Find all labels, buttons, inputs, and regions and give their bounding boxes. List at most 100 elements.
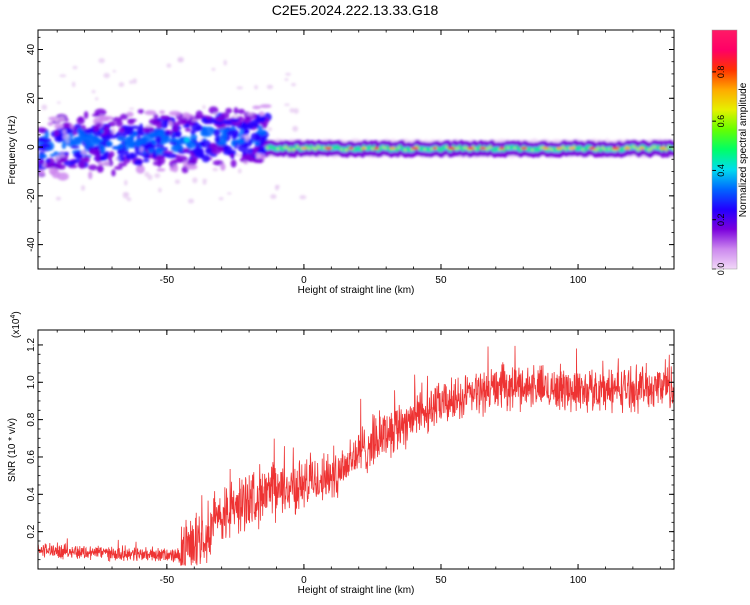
heatmap-cell — [117, 143, 124, 150]
heatmap-outlier — [202, 181, 207, 185]
heatmap-cell — [144, 110, 157, 116]
heatmap-cell — [165, 153, 177, 159]
heatmap-cell — [199, 139, 211, 148]
heatmap-cell — [61, 141, 67, 150]
heatmap-outlier — [223, 59, 227, 66]
heatmap-core — [479, 146, 486, 150]
heatmap-cell — [99, 145, 106, 154]
heatmap-core — [611, 146, 620, 150]
heatmap-outlier — [41, 104, 48, 110]
x-tick-label: 50 — [435, 275, 447, 286]
heatmap-cell — [246, 155, 255, 163]
heatmap-outlier — [158, 187, 162, 193]
heatmap-core — [556, 146, 563, 150]
heatmap-outlier — [241, 135, 249, 138]
heatmap-cell — [223, 119, 234, 125]
heatmap-cell — [671, 141, 674, 147]
colorbar-tick-label: 0.4 — [716, 164, 726, 177]
heatmap-cell — [164, 118, 169, 128]
snr-ticks: -50 0 50 100 0.2 0.4 0.6 0.8 1.0 1.2 — [26, 330, 674, 586]
snr-y-multiplier-base: (x10 — [11, 318, 22, 338]
heatmap-cell — [230, 118, 240, 123]
heatmap-cell — [124, 126, 134, 136]
heatmap-outlier — [72, 65, 78, 70]
heatmap-cell — [111, 169, 116, 177]
heatmap-cell — [201, 154, 210, 163]
heatmap-cell — [173, 145, 185, 151]
heatmap-cell — [237, 143, 249, 153]
heatmap-outlier — [154, 173, 161, 179]
heatmap-cell — [96, 122, 102, 127]
heatmap-cell — [235, 138, 247, 144]
heatmap-outlier — [274, 185, 279, 191]
heatmap-core — [499, 146, 505, 150]
heatmap-cell — [220, 162, 226, 171]
heatmap-cell — [159, 110, 166, 114]
heatmap-cell — [261, 122, 268, 129]
heatmap-cell — [241, 117, 253, 123]
x-tick-label: 100 — [570, 275, 587, 286]
heatmap-cell — [130, 125, 140, 130]
heatmap-cell — [671, 151, 674, 157]
colorbar-tick-label: 0.8 — [716, 66, 726, 79]
heatmap-core — [659, 146, 666, 150]
heatmap-core — [300, 146, 307, 150]
heatmap-cell — [70, 140, 82, 146]
heatmap-cell — [88, 148, 101, 156]
heatmap-cell — [230, 159, 237, 168]
heatmap-outlier — [211, 67, 216, 71]
heatmap-cell — [237, 108, 245, 115]
heatmap-outlier — [132, 78, 137, 84]
heatmap-cell — [89, 127, 94, 134]
heatmap-outlier — [124, 179, 128, 186]
heatmap-cell — [95, 153, 101, 163]
snr-panel: -50 0 50 100 0.2 0.4 0.6 0.8 1.0 1.2 Height of st… — [7, 311, 675, 596]
heatmap-outlier — [103, 161, 110, 166]
spectrogram-panel: -50 0 50 100 -40 -20 0 20 40 Height of straight … — [7, 29, 675, 296]
heatmap-outlier — [65, 140, 70, 143]
heatmap-outlier — [55, 196, 62, 201]
heatmap-outlier — [168, 121, 173, 127]
heatmap-outlier — [236, 86, 243, 90]
snr-y-multiplier-exp: 4 — [10, 315, 17, 319]
heatmap-cell — [256, 114, 261, 119]
heatmap-cell — [105, 134, 118, 139]
spectrogram-heatmap — [38, 56, 674, 204]
x-tick-label: -50 — [160, 275, 175, 286]
heatmap-cell — [244, 128, 250, 135]
heatmap-outlier — [126, 197, 132, 202]
heatmap-cell — [135, 164, 145, 174]
heatmap-cell — [117, 137, 126, 142]
heatmap-outlier — [235, 153, 241, 157]
heatmap-outlier — [174, 179, 181, 184]
heatmap-outlier — [122, 192, 129, 199]
heatmap-cell — [191, 123, 202, 132]
heatmap-cell — [77, 128, 85, 137]
heatmap-cell — [114, 165, 123, 170]
heatmap-cell — [99, 141, 107, 145]
heatmap-outlier — [237, 168, 242, 174]
heatmap-cell — [252, 158, 264, 164]
heatmap-cell — [56, 172, 69, 181]
heatmap-cell — [156, 168, 166, 172]
heatmap-outlier — [144, 124, 152, 128]
heatmap-outlier — [166, 63, 172, 68]
heatmap-outlier — [58, 116, 66, 123]
x-tick-label: 100 — [570, 575, 587, 586]
snr-series-line — [38, 345, 674, 566]
heatmap-cell — [251, 119, 259, 125]
heatmap-outlier — [144, 171, 150, 177]
heatmap-core — [520, 146, 528, 150]
heatmap-cell — [118, 162, 128, 167]
heatmap-cell — [140, 136, 147, 145]
heatmap-core — [624, 146, 631, 150]
heatmap-outlier — [291, 83, 297, 87]
heatmap-cell — [213, 128, 221, 137]
heatmap-outlier — [129, 107, 135, 110]
heatmap-outlier — [112, 70, 117, 73]
heatmap-outlier — [71, 81, 76, 88]
heatmap-cell — [38, 169, 45, 176]
heatmap-outlier — [59, 74, 67, 78]
heatmap-outlier — [191, 119, 197, 122]
heatmap-cell — [211, 145, 223, 155]
